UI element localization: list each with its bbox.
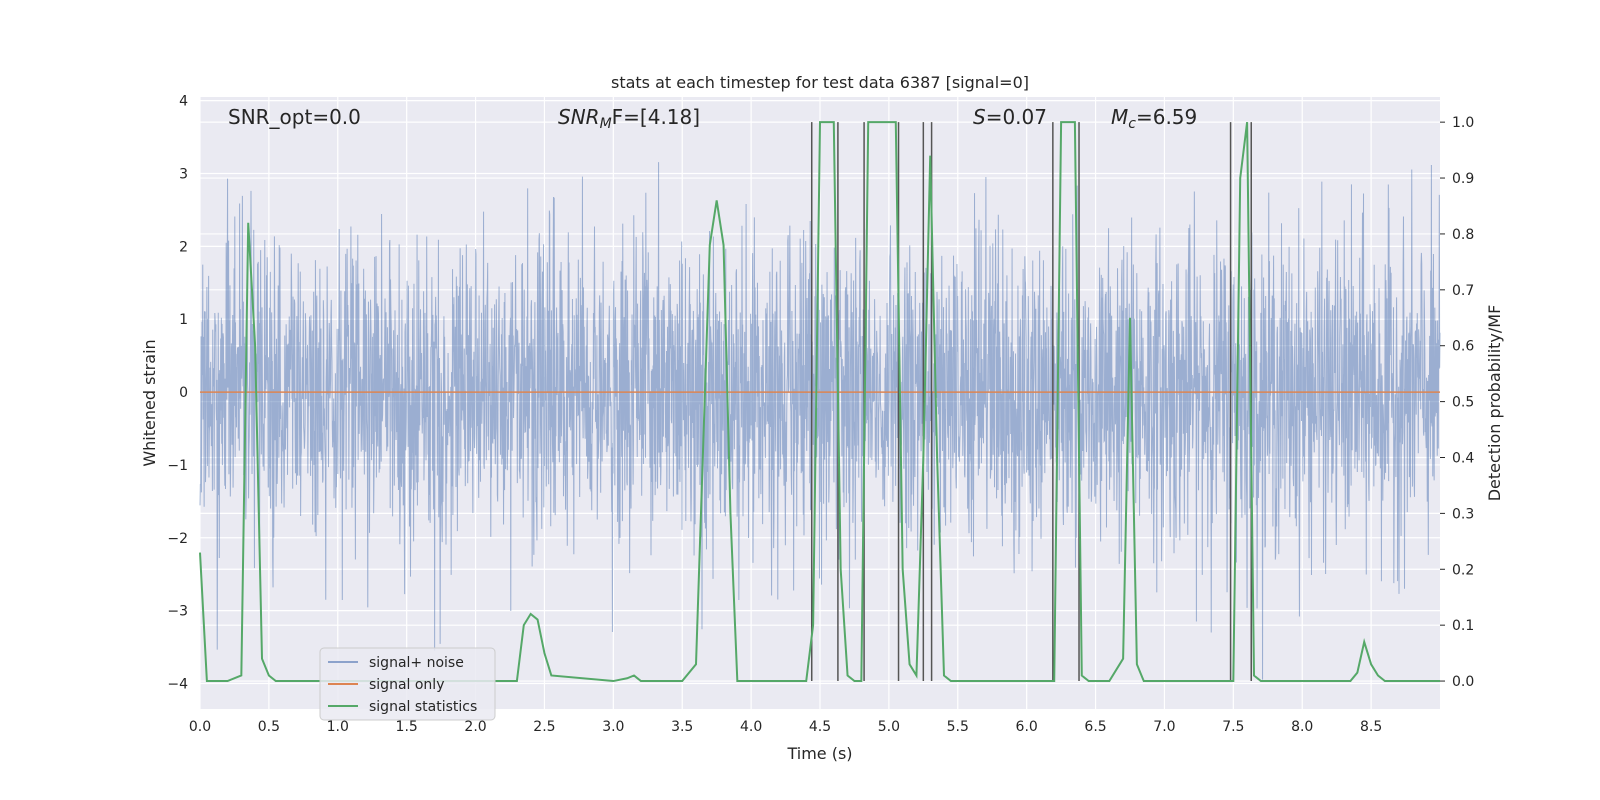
y-tick-label-left: −2 (167, 531, 188, 547)
y-tick-label-right: 0.0 (1452, 674, 1474, 690)
x-tick-label: 7.0 (1153, 719, 1175, 735)
noise-line (199, 162, 1441, 680)
annotation-mc: Mc=6.59 (1111, 105, 1197, 132)
y-tick-label-right: 0.1 (1452, 618, 1474, 634)
x-tick-label: 4.5 (809, 719, 831, 735)
y-tick-label-right: 0.7 (1452, 283, 1474, 299)
y-axis-label-right: Detection probability/MF (1485, 305, 1504, 502)
legend-box (319, 647, 496, 721)
series-signal-statistics (199, 121, 1440, 683)
x-tick-label: 1.5 (396, 719, 418, 735)
y-tick-label-left: 3 (179, 167, 188, 183)
tick-labels: 0.0 0.5 1.0 1.5 2.0 2.5 3.0 3.5 4.0 4.5 5.0 5.5 6.0 6… (167, 94, 1474, 735)
x-axis-label: Time (s) (786, 744, 852, 763)
annotation-snr-mf: SNRMF=[4.18] (558, 105, 700, 132)
x-tick-label: 0.5 (258, 719, 280, 735)
x-tick-label: 5.5 (947, 719, 969, 735)
y-tick-label-left: −1 (167, 458, 188, 474)
x-tick-label: 5.0 (878, 719, 900, 735)
y-tick-label-right: 0.5 (1452, 395, 1474, 411)
x-tick-label: 1.0 (327, 719, 349, 735)
chart-title: stats at each timestep for test data 638… (611, 73, 1029, 92)
x-tick-label: 8.0 (1291, 719, 1313, 735)
y-tick-label-left: 2 (179, 239, 188, 255)
legend-label-stats: signal statistics (369, 699, 477, 715)
y-tick-label-left: 4 (179, 94, 188, 110)
y-tick-label-right: 0.8 (1452, 227, 1474, 243)
annotation-snr-opt: SNR_opt=0.0 (228, 105, 361, 129)
y-tick-label-right: 0.9 (1452, 171, 1474, 187)
y-tick-label-left: −3 (167, 604, 188, 620)
x-tick-label: 2.5 (533, 719, 555, 735)
y-tick-label-left: 1 (179, 312, 188, 328)
legend: signal+ noise signal only signal statist… (319, 647, 496, 721)
x-tick-label: 6.5 (1084, 719, 1106, 735)
x-tick-label: 6.0 (1016, 719, 1038, 735)
x-tick-label: 3.0 (602, 719, 624, 735)
x-tick-label: 2.0 (464, 719, 486, 735)
x-tick-label: 7.5 (1222, 719, 1244, 735)
y-tick-label-right: 0.2 (1452, 562, 1474, 578)
annotation-s: S=0.07 (973, 105, 1047, 129)
y-tick-label-left: −4 (167, 677, 188, 693)
legend-label-noise: signal+ noise (369, 655, 464, 671)
y-axis-label: Whitened strain (140, 339, 159, 466)
y-tick-label-right: 0.4 (1452, 450, 1474, 466)
signal-statistics-line (199, 121, 1440, 683)
y-tick-label-right: 0.6 (1452, 339, 1474, 355)
x-tick-label: 8.5 (1360, 719, 1382, 735)
y-tick-label-right: 0.3 (1452, 506, 1474, 522)
legend-label-signal: signal only (369, 677, 444, 693)
series-signal-plus-noise (199, 162, 1441, 680)
x-tick-label: 0.0 (189, 719, 211, 735)
y-tick-label-left: 0 (179, 385, 188, 401)
y-tick-label-right: 1.0 (1452, 115, 1474, 131)
x-tick-label: 3.5 (671, 719, 693, 735)
x-tick-label: 4.0 (740, 719, 762, 735)
